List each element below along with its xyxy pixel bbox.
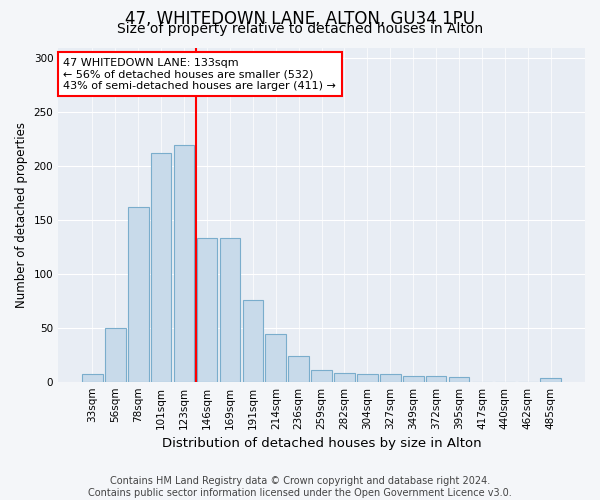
Bar: [128, 207, 149, 382]
Bar: [311, 370, 332, 382]
Bar: [334, 373, 355, 382]
Bar: [242, 300, 263, 382]
Bar: [449, 378, 469, 382]
Bar: [197, 238, 217, 382]
Bar: [105, 328, 125, 382]
Text: Contains HM Land Registry data © Crown copyright and database right 2024.
Contai: Contains HM Land Registry data © Crown c…: [88, 476, 512, 498]
X-axis label: Distribution of detached houses by size in Alton: Distribution of detached houses by size …: [162, 437, 481, 450]
Bar: [541, 378, 561, 382]
Text: 47 WHITEDOWN LANE: 133sqm
← 56% of detached houses are smaller (532)
43% of semi: 47 WHITEDOWN LANE: 133sqm ← 56% of detac…: [64, 58, 337, 90]
Text: Size of property relative to detached houses in Alton: Size of property relative to detached ho…: [117, 22, 483, 36]
Bar: [220, 238, 240, 382]
Bar: [265, 334, 286, 382]
Bar: [289, 356, 309, 382]
Y-axis label: Number of detached properties: Number of detached properties: [15, 122, 28, 308]
Bar: [403, 376, 424, 382]
Bar: [151, 153, 172, 382]
Bar: [82, 374, 103, 382]
Bar: [380, 374, 401, 382]
Bar: [426, 376, 446, 382]
Bar: [357, 374, 378, 382]
Text: 47, WHITEDOWN LANE, ALTON, GU34 1PU: 47, WHITEDOWN LANE, ALTON, GU34 1PU: [125, 10, 475, 28]
Bar: [174, 144, 194, 382]
